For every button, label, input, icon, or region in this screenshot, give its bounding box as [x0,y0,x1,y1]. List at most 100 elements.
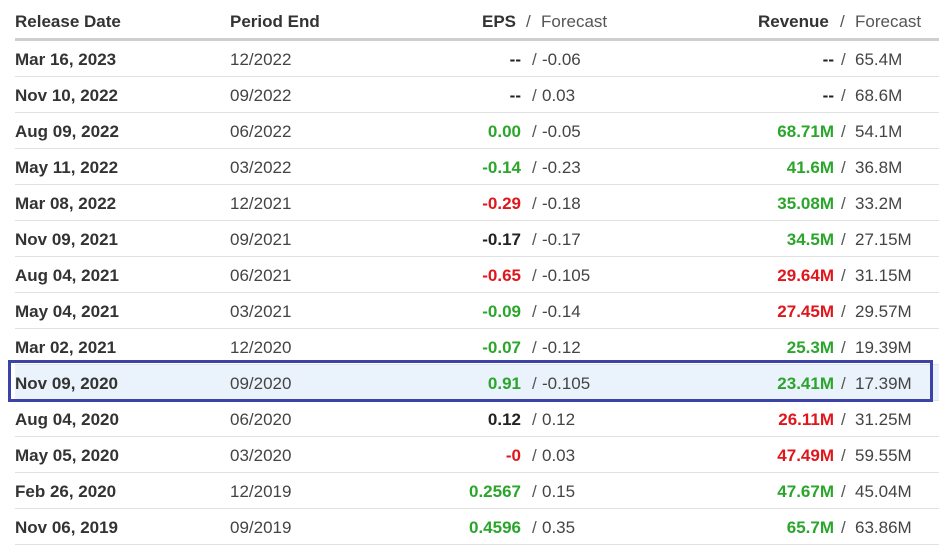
eps-forecast-cell: 0.03 [542,86,576,105]
eps-actual-cell: -0.09 [482,302,521,321]
revenue-actual-cell: 27.45M [777,302,834,321]
table-row[interactable]: May 05, 2020 03/2020 -0 / 0.03 47.49M / 59.55M [15,437,939,473]
eps-separator: / [532,410,537,429]
eps-separator: / [532,122,537,141]
eps-forecast-cell: 0.12 [542,410,576,429]
period-end-cell: 03/2022 [230,158,292,177]
revenue-separator: / [841,86,846,105]
revenue-forecast-cell: 45.04M [855,482,912,501]
table-row[interactable]: Mar 08, 2022 12/2021 -0.29 / -0.18 35.08M / 33.… [15,185,939,221]
table-row[interactable]: Aug 04, 2021 06/2021 -0.65 / -0.105 29.64M / 31… [15,257,939,293]
eps-separator: / [532,86,537,105]
revenue-forecast-cell: 31.15M [855,266,912,285]
table-row[interactable]: Mar 16, 2023 12/2022 -- / -0.06 -- / 65.4M [15,41,939,77]
revenue-forecast-cell: 54.1M [855,122,903,141]
period-end-cell: 09/2019 [230,518,292,537]
revenue-forecast-cell: 33.2M [855,194,903,213]
revenue-separator: / [841,302,846,321]
eps-actual-cell: -- [509,86,521,105]
revenue-forecast-cell: 19.39M [855,338,912,357]
revenue-forecast-cell: 68.6M [855,86,903,105]
eps-separator: / [532,302,537,321]
eps-separator: / [532,194,537,213]
period-end-cell: 06/2021 [230,266,292,285]
release-date-cell: Nov 10, 2022 [15,86,119,105]
revenue-separator: / [841,194,846,213]
eps-separator: / [532,374,537,393]
eps-actual-cell: -0.07 [482,338,521,357]
release-date-cell: Mar 16, 2023 [15,50,117,69]
revenue-forecast-cell: 17.39M [855,374,912,393]
release-date-cell: Nov 06, 2019 [15,518,119,537]
period-end-cell: 12/2020 [230,338,292,357]
earnings-table: Release Date Period End EPS / Forecast R… [15,0,939,545]
eps-actual-cell: -0.29 [482,194,521,213]
header-release-date[interactable]: Release Date [15,12,121,31]
revenue-actual-cell: -- [822,86,834,105]
table-row[interactable]: Aug 04, 2020 06/2020 0.12 / 0.12 26.11M / 31.25… [15,401,939,437]
eps-forecast-cell: 0.35 [542,518,576,537]
release-date-cell: Mar 02, 2021 [15,338,117,357]
eps-forecast-cell: -0.105 [542,266,591,285]
period-end-cell: 06/2022 [230,122,292,141]
table-row[interactable]: Nov 06, 2019 09/2019 0.4596 / 0.35 65.7M / 63.8… [15,509,939,545]
period-end-cell: 12/2019 [230,482,292,501]
table-row[interactable]: Mar 02, 2021 12/2020 -0.07 / -0.12 25.3M / 19.3… [15,329,939,365]
table-row[interactable]: Nov 09, 2020 09/2020 0.91 / -0.105 23.41M / 17.… [15,365,939,401]
header-sep-eps: / [526,12,531,31]
revenue-separator: / [841,482,846,501]
revenue-actual-cell: 47.49M [777,446,834,465]
revenue-forecast-cell: 29.57M [855,302,912,321]
eps-actual-cell: 0.12 [487,410,521,429]
eps-separator: / [532,230,537,249]
header-eps-forecast[interactable]: Forecast [541,12,608,31]
revenue-actual-cell: 29.64M [777,266,834,285]
revenue-separator: / [841,374,846,393]
release-date-cell: Nov 09, 2020 [15,374,119,393]
eps-actual-cell: 0.91 [487,374,521,393]
revenue-separator: / [841,446,846,465]
header-revenue-forecast[interactable]: Forecast [855,12,922,31]
period-end-cell: 12/2021 [230,194,292,213]
eps-forecast-cell: -0.23 [542,158,581,177]
table-row[interactable]: Nov 09, 2021 09/2021 -0.17 / -0.17 34.5M / 27.1… [15,221,939,257]
eps-separator: / [532,482,537,501]
period-end-cell: 09/2021 [230,230,292,249]
table-body: Mar 16, 2023 12/2022 -- / -0.06 -- / 65.4M Nov 1… [15,41,939,545]
revenue-actual-cell: 47.67M [777,482,834,501]
table-header: Release Date Period End EPS / Forecast R… [15,0,939,41]
eps-actual-cell: -0.14 [482,158,521,177]
release-date-cell: May 11, 2022 [15,158,119,177]
revenue-forecast-cell: 59.55M [855,446,912,465]
eps-forecast-cell: -0.12 [542,338,581,357]
eps-actual-cell: -0 [505,446,521,465]
revenue-separator: / [841,410,846,429]
revenue-actual-cell: -- [822,50,834,69]
eps-separator: / [532,50,537,69]
revenue-actual-cell: 35.08M [777,194,834,213]
revenue-separator: / [841,158,846,177]
table-row[interactable]: Aug 09, 2022 06/2022 0.00 / -0.05 68.71M / 54.1… [15,113,939,149]
revenue-forecast-cell: 36.8M [855,158,903,177]
eps-forecast-cell: 0.03 [542,446,576,465]
table-row[interactable]: May 11, 2022 03/2022 -0.14 / -0.23 41.6M / 36.8… [15,149,939,185]
header-sep-revenue: / [840,12,845,31]
revenue-actual-cell: 65.7M [786,518,834,537]
revenue-forecast-cell: 65.4M [855,50,903,69]
table-row[interactable]: Feb 26, 2020 12/2019 0.2567 / 0.15 47.67M / 45.… [15,473,939,509]
eps-actual-cell: 0.2567 [469,482,521,501]
period-end-cell: 09/2022 [230,86,292,105]
revenue-separator: / [841,50,846,69]
release-date-cell: May 04, 2021 [15,302,119,321]
eps-actual-cell: 0.4596 [469,518,521,537]
table-row[interactable]: Nov 10, 2022 09/2022 -- / 0.03 -- / 68.6M [15,77,939,113]
header-eps[interactable]: EPS [482,12,517,31]
release-date-cell: Mar 08, 2022 [15,194,117,213]
release-date-cell: May 05, 2020 [15,446,119,465]
period-end-cell: 03/2021 [230,302,292,321]
eps-forecast-cell: -0.06 [542,50,581,69]
header-period-end[interactable]: Period End [230,12,320,31]
header-revenue[interactable]: Revenue [758,12,829,31]
table-row[interactable]: May 04, 2021 03/2021 -0.09 / -0.14 27.45M / 29.… [15,293,939,329]
eps-separator: / [532,158,537,177]
